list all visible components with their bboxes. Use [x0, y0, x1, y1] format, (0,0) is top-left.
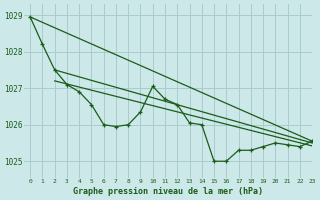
X-axis label: Graphe pression niveau de la mer (hPa): Graphe pression niveau de la mer (hPa) — [73, 187, 263, 196]
